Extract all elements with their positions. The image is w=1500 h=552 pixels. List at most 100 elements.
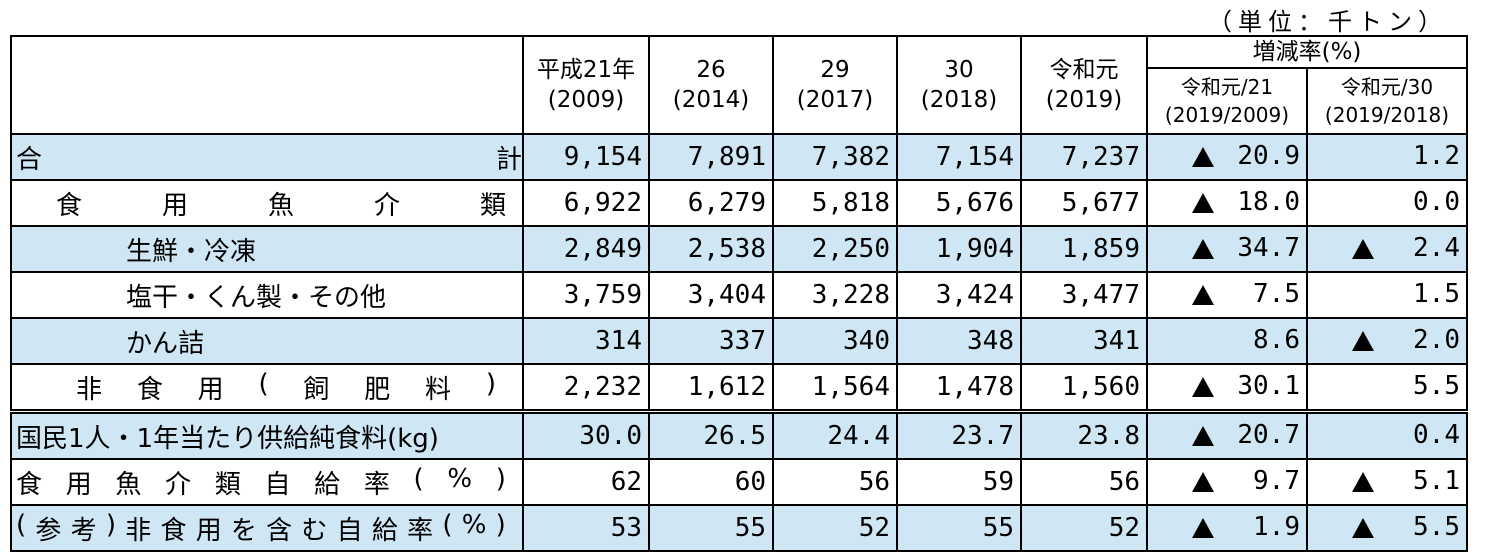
- change-col-header-2019-2018: 令和元/30 (2019/2018): [1306, 67, 1468, 135]
- change-rate-cell: 1.9: [1146, 504, 1308, 552]
- value-cell: 1,564: [772, 363, 898, 413]
- value-cell: 337: [648, 317, 774, 365]
- change-col-header-2019-2009: 令和元/21 (2019/2009): [1146, 67, 1308, 135]
- value-cell: 341: [1020, 317, 1148, 365]
- value-cell: 53: [522, 504, 650, 552]
- header-blank: [10, 35, 524, 135]
- value-cell: 5,676: [896, 179, 1022, 227]
- col-header-2009: 平成21年 (2009): [522, 35, 650, 135]
- decrease-triangle-icon: [1192, 193, 1214, 213]
- value-cell: 62: [522, 458, 650, 506]
- table-row: 生鮮・冷凍 2,849 2,538 2,250 1,904 1,859 34.7 2.4: [10, 225, 1468, 273]
- decrease-triangle-icon: [1192, 147, 1214, 167]
- change-rate-cell: 5.5: [1306, 363, 1468, 413]
- value-cell: 3,759: [522, 271, 650, 319]
- value-cell: 3,404: [648, 271, 774, 319]
- value-cell: 30.0: [522, 409, 650, 460]
- change-rate-cell: 18.0: [1146, 179, 1308, 227]
- decrease-triangle-icon: [1352, 331, 1374, 351]
- value-cell: 26.5: [648, 409, 774, 460]
- value-cell: 7,237: [1020, 133, 1148, 181]
- value-cell: 6,922: [522, 179, 650, 227]
- value-cell: 5,677: [1020, 179, 1148, 227]
- row-label: 食用魚介類自給率(%): [10, 458, 524, 506]
- change-rate-cell: 1.2: [1306, 133, 1468, 181]
- change-rate-cell: 30.1: [1146, 363, 1308, 413]
- value-cell: 59: [896, 458, 1022, 506]
- value-cell: 348: [896, 317, 1022, 365]
- table-row: 非食用(飼肥料) 2,232 1,612 1,564 1,478 1,560 30.1 5.5: [10, 363, 1468, 413]
- change-rate-header: 増減率(%): [1146, 35, 1468, 69]
- value-cell: 52: [1020, 504, 1148, 552]
- row-label: 非食用(飼肥料): [10, 363, 524, 413]
- table-row: 食用魚介類 6,922 6,279 5,818 5,676 5,677 18.0 0.0: [10, 179, 1468, 227]
- value-cell: 56: [1020, 458, 1148, 506]
- value-cell: 314: [522, 317, 650, 365]
- change-rate-cell: 20.9: [1146, 133, 1308, 181]
- unit-note: （単位：千トン）: [1208, 8, 1448, 36]
- change-rate-cell: 5.1: [1306, 458, 1468, 506]
- value-cell: 1,859: [1020, 225, 1148, 273]
- value-cell: 60: [648, 458, 774, 506]
- value-cell: 23.7: [896, 409, 1022, 460]
- decrease-triangle-icon: [1192, 285, 1214, 305]
- value-cell: 3,477: [1020, 271, 1148, 319]
- value-cell: 1,904: [896, 225, 1022, 273]
- row-label: 国民1人・1年当たり供給純食料(kg): [10, 409, 524, 460]
- value-cell: 9,154: [522, 133, 650, 181]
- row-label: 合計: [10, 133, 524, 181]
- change-rate-cell: 8.6: [1146, 317, 1308, 365]
- decrease-triangle-icon: [1192, 239, 1214, 259]
- value-cell: 2,849: [522, 225, 650, 273]
- row-label: 塩干・くん製・その他: [10, 271, 524, 319]
- value-cell: 2,538: [648, 225, 774, 273]
- table-row: 塩干・くん製・その他 3,759 3,404 3,228 3,424 3,477 7.5 1.…: [10, 271, 1468, 319]
- value-cell: 24.4: [772, 409, 898, 460]
- value-cell: 52: [772, 504, 898, 552]
- decrease-triangle-icon: [1192, 518, 1214, 538]
- row-label: 生鮮・冷凍: [10, 225, 524, 273]
- decrease-triangle-icon: [1192, 472, 1214, 492]
- col-header-2018: 30 (2018): [896, 35, 1022, 135]
- value-cell: 1,478: [896, 363, 1022, 413]
- fisheries-table: 平成21年 (2009) 26 (2014) 29 (2017) 30 (2018) 令…: [10, 35, 1468, 552]
- decrease-triangle-icon: [1352, 518, 1374, 538]
- value-cell: 23.8: [1020, 409, 1148, 460]
- col-header-2014: 26 (2014): [648, 35, 774, 135]
- change-rate-cell: 0.4: [1306, 409, 1468, 460]
- table-row: 食用魚介類自給率(%) 62 60 56 59 56 9.7 5.1: [10, 458, 1468, 506]
- change-rate-cell: 34.7: [1146, 225, 1308, 273]
- table-row: かん詰 314 337 340 348 341 8.6 2.0: [10, 317, 1468, 365]
- decrease-triangle-icon: [1352, 472, 1374, 492]
- change-rate-cell: 7.5: [1146, 271, 1308, 319]
- value-cell: 1,560: [1020, 363, 1148, 413]
- decrease-triangle-icon: [1192, 426, 1214, 446]
- value-cell: 56: [772, 458, 898, 506]
- value-cell: 7,382: [772, 133, 898, 181]
- change-rate-cell: 0.0: [1306, 179, 1468, 227]
- value-cell: 5,818: [772, 179, 898, 227]
- value-cell: 7,154: [896, 133, 1022, 181]
- value-cell: 3,424: [896, 271, 1022, 319]
- value-cell: 3,228: [772, 271, 898, 319]
- value-cell: 55: [896, 504, 1022, 552]
- row-label: (参考) 非食用を含む自給率(%): [10, 504, 524, 552]
- col-header-2019: 令和元 (2019): [1020, 35, 1148, 135]
- value-cell: 340: [772, 317, 898, 365]
- table-row: 国民1人・1年当たり供給純食料(kg) 30.0 26.5 24.4 23.7 23.8 2…: [10, 409, 1468, 460]
- table-row: 合計 9,154 7,891 7,382 7,154 7,237 20.9 1.2: [10, 133, 1468, 181]
- row-label: 食用魚介類: [10, 179, 524, 227]
- change-rate-cell: 2.0: [1306, 317, 1468, 365]
- change-rate-cell: 20.7: [1146, 409, 1308, 460]
- value-cell: 7,891: [648, 133, 774, 181]
- value-cell: 1,612: [648, 363, 774, 413]
- decrease-triangle-icon: [1352, 239, 1374, 259]
- change-rate-cell: 5.5: [1306, 504, 1468, 552]
- table-row: (参考) 非食用を含む自給率(%) 53 55 52 55 52 1.9 5.5: [10, 504, 1468, 552]
- row-label: かん詰: [10, 317, 524, 365]
- col-header-2017: 29 (2017): [772, 35, 898, 135]
- decrease-triangle-icon: [1192, 377, 1214, 397]
- change-rate-cell: 1.5: [1306, 271, 1468, 319]
- change-rate-cell: 9.7: [1146, 458, 1308, 506]
- value-cell: 2,232: [522, 363, 650, 413]
